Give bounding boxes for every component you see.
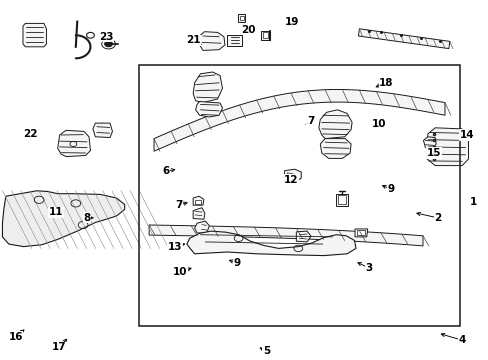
Polygon shape	[149, 225, 422, 246]
Polygon shape	[354, 229, 367, 237]
Polygon shape	[195, 102, 222, 117]
Polygon shape	[58, 130, 90, 157]
Text: 20: 20	[241, 24, 255, 35]
Text: 18: 18	[378, 78, 393, 88]
Polygon shape	[284, 169, 301, 182]
Polygon shape	[338, 195, 346, 204]
Text: 17: 17	[51, 342, 66, 352]
Text: 12: 12	[283, 175, 298, 185]
Polygon shape	[186, 231, 355, 256]
Polygon shape	[263, 32, 267, 38]
Polygon shape	[261, 31, 269, 40]
Text: 10: 10	[371, 119, 386, 129]
Polygon shape	[426, 128, 468, 166]
Polygon shape	[320, 139, 350, 158]
Text: 7: 7	[306, 116, 314, 126]
Text: 10: 10	[172, 267, 187, 277]
Circle shape	[104, 41, 112, 47]
Text: 3: 3	[365, 263, 372, 273]
Text: 14: 14	[459, 130, 473, 140]
Polygon shape	[193, 196, 203, 205]
Text: 9: 9	[233, 258, 240, 268]
Text: 16: 16	[8, 332, 23, 342]
Text: 11: 11	[49, 207, 63, 217]
Text: 9: 9	[387, 184, 394, 194]
Polygon shape	[154, 90, 444, 151]
Text: 23: 23	[99, 32, 114, 42]
Polygon shape	[239, 16, 243, 20]
Text: 8: 8	[83, 213, 90, 223]
Text: 4: 4	[457, 335, 465, 345]
Polygon shape	[358, 29, 449, 49]
Polygon shape	[23, 23, 46, 47]
Polygon shape	[423, 137, 435, 148]
Polygon shape	[154, 90, 444, 151]
Text: 13: 13	[167, 242, 182, 252]
Polygon shape	[93, 123, 112, 138]
Polygon shape	[227, 35, 242, 46]
Text: 19: 19	[285, 17, 299, 27]
Text: 7: 7	[174, 200, 182, 210]
Text: 6: 6	[163, 166, 169, 176]
Polygon shape	[194, 200, 201, 204]
Polygon shape	[287, 173, 297, 180]
Polygon shape	[2, 191, 124, 247]
Polygon shape	[193, 72, 222, 103]
Bar	[139, 65, 459, 326]
Polygon shape	[356, 230, 364, 235]
Polygon shape	[336, 194, 347, 206]
Text: 15: 15	[426, 148, 441, 158]
Text: 22: 22	[23, 129, 38, 139]
Text: 2: 2	[433, 213, 440, 223]
Text: 5: 5	[263, 346, 269, 356]
Polygon shape	[296, 231, 310, 242]
Polygon shape	[193, 208, 204, 219]
Polygon shape	[194, 221, 209, 233]
Polygon shape	[318, 110, 351, 139]
Polygon shape	[237, 14, 245, 22]
Text: 1: 1	[469, 197, 476, 207]
Polygon shape	[199, 32, 224, 50]
Text: 21: 21	[185, 35, 200, 45]
